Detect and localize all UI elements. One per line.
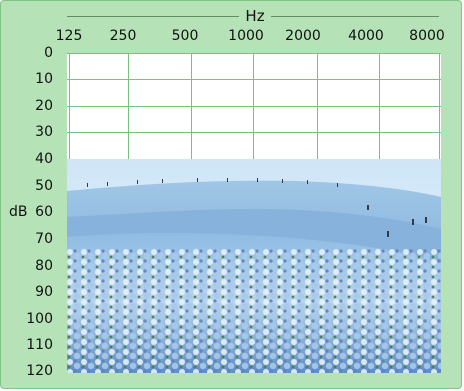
x-tick-125: 125 xyxy=(55,28,83,44)
y-tick-20: 20 xyxy=(35,98,53,114)
y-tick-0: 0 xyxy=(44,45,53,61)
x-tick-500: 500 xyxy=(171,28,199,44)
hz-axis-label: Hz xyxy=(239,6,271,26)
y-tick-60: 60 xyxy=(35,204,53,220)
y-tick-120: 120 xyxy=(26,363,53,379)
x-tick-4000: 4000 xyxy=(348,28,384,44)
y-tick-10: 10 xyxy=(35,71,53,87)
y-tick-100: 100 xyxy=(26,311,53,327)
y-tick-30: 30 xyxy=(35,124,53,140)
x-tick-2000: 2000 xyxy=(285,28,321,44)
y-tick-80: 80 xyxy=(35,258,53,274)
y-tick-70: 70 xyxy=(35,231,53,247)
flower-field-photo-icon xyxy=(67,159,441,373)
x-tick-1000: 1000 xyxy=(228,28,264,44)
audiogram-plot-area xyxy=(67,53,441,373)
db-axis-label: dB xyxy=(9,204,28,220)
x-tick-250: 250 xyxy=(109,28,137,44)
y-tick-90: 90 xyxy=(35,284,53,300)
y-tick-50: 50 xyxy=(35,178,53,194)
y-tick-40: 40 xyxy=(35,151,53,167)
y-tick-110: 110 xyxy=(26,337,53,353)
audiogram-grid xyxy=(67,53,441,159)
x-tick-8000: 8000 xyxy=(409,28,445,44)
